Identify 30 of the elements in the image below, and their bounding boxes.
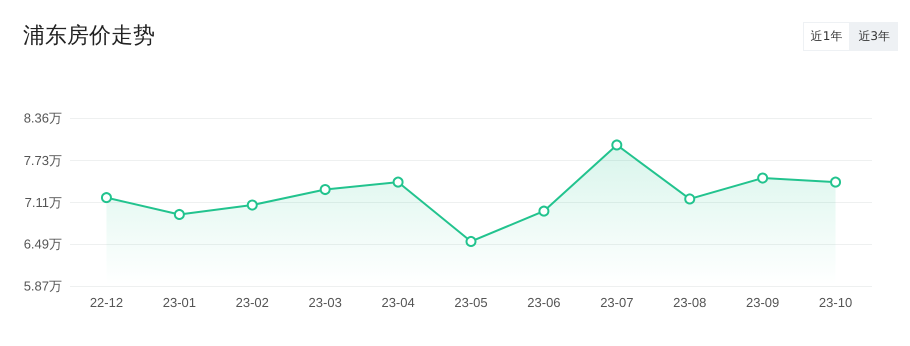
point <box>246 200 258 211</box>
range-button: 近3年 <box>850 22 898 51</box>
x-tick-label: 23-09 <box>746 295 780 310</box>
point <box>466 236 476 247</box>
x-tick-label: 22-12 <box>90 295 124 310</box>
x-tick-label: 23-08 <box>673 295 706 310</box>
point <box>392 176 404 188</box>
point <box>830 176 842 188</box>
x-tick-label: 23-03 <box>308 295 342 310</box>
x-tick-label: 23-04 <box>381 295 415 310</box>
x-tick-label: 23-02 <box>236 295 269 310</box>
point <box>684 193 696 204</box>
x-tick-label: 23-07 <box>600 295 634 310</box>
x-tick-label: 23-10 <box>818 295 852 310</box>
y-tick-label: 7.11万 <box>24 194 62 210</box>
x-tick-label: 23-06 <box>527 295 561 310</box>
x-tick-label: 23-05 <box>454 295 488 310</box>
point <box>538 206 550 217</box>
point <box>174 208 185 220</box>
x-tick-label: 23-01 <box>162 295 196 310</box>
point <box>320 184 331 196</box>
point <box>611 139 622 150</box>
point <box>100 192 112 204</box>
y-tick-label: 7.73万 <box>24 153 62 168</box>
chart-title: 浦东房价走势 <box>23 24 155 48</box>
y-tick-label: 8.36万 <box>24 110 62 126</box>
y-tick-label: 5.87万 <box>24 278 62 294</box>
y-tick-label: 6.49万 <box>24 236 62 252</box>
range-button: 近1年 <box>802 22 850 51</box>
point <box>757 172 768 184</box>
